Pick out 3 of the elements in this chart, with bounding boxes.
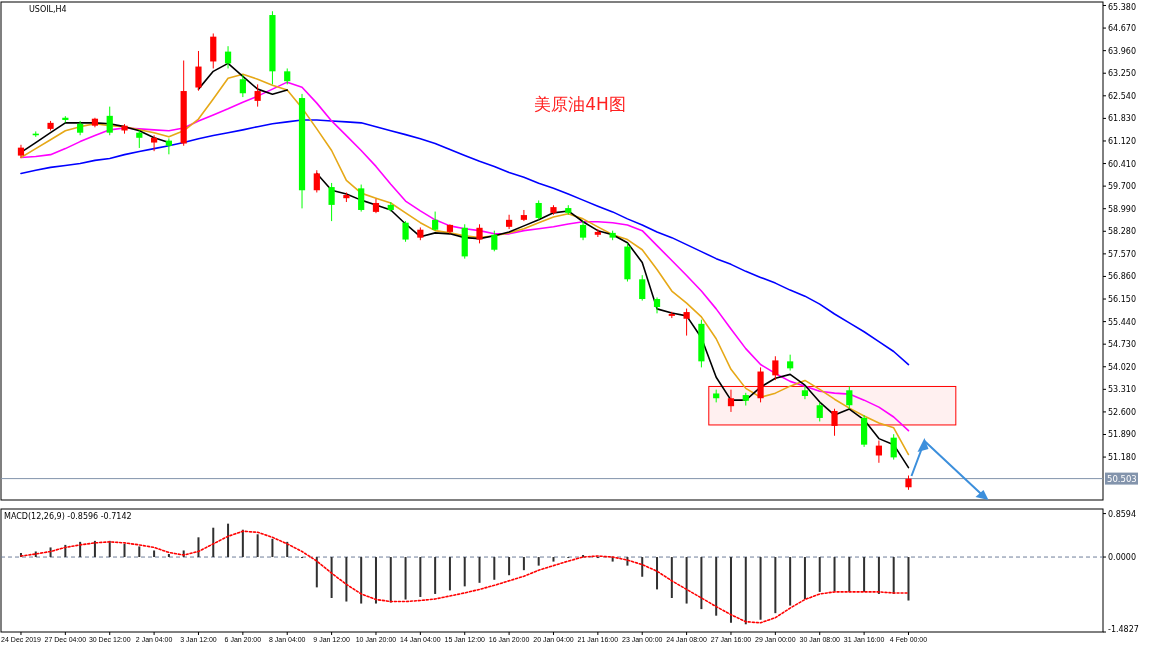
title: MACD(12,26,9) -0.8596 -0.7142 (4, 512, 132, 521)
title: USOIL,H4 (29, 5, 67, 14)
annotation: 美原油4H图 (534, 94, 626, 114)
